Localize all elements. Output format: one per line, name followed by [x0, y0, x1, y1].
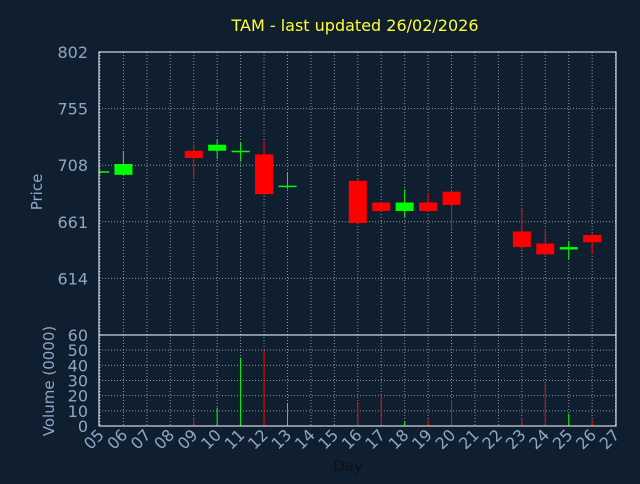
price-tick-label: 755: [57, 100, 88, 119]
candle-body: [372, 202, 391, 211]
marks-layer: [99, 139, 602, 426]
candle-body: [395, 202, 414, 211]
candle-body: [536, 243, 555, 255]
candle-body: [419, 202, 438, 211]
candle-body: [583, 235, 602, 243]
volume-tick-label: 40: [68, 356, 88, 375]
price-tick-label: 802: [57, 43, 88, 62]
candle-body: [278, 185, 297, 188]
frame-layer: [98, 51, 617, 427]
volume-tick-label: 0: [78, 417, 88, 436]
price-tick-label: 661: [57, 213, 88, 232]
candle-body: [99, 171, 109, 173]
volume-tick-label: 10: [68, 402, 88, 421]
candle-body: [559, 247, 578, 250]
volume-tick-label: 30: [68, 372, 88, 391]
volume-panel-frame: [98, 334, 617, 427]
volume-tick-label: 20: [68, 387, 88, 406]
candle-body: [255, 154, 274, 195]
volume-tick-label: 60: [68, 326, 88, 345]
volume-axis-label: Volume (0000): [40, 326, 58, 436]
price-tick-label: 708: [57, 156, 88, 175]
x-axis-label: Day: [333, 457, 363, 475]
candle-body: [512, 231, 531, 248]
price-tick-label: 614: [57, 269, 88, 288]
candle-body: [348, 180, 367, 224]
volume-tick-label: 50: [68, 341, 88, 360]
candle-body: [231, 150, 250, 153]
price-axis-label: Price: [28, 174, 46, 211]
chart-title: TAM - last updated 26/02/2026: [230, 16, 478, 35]
candle-body: [114, 163, 133, 175]
candle-body: [184, 150, 203, 158]
candle-body: [208, 144, 227, 151]
candle-body: [442, 191, 461, 205]
